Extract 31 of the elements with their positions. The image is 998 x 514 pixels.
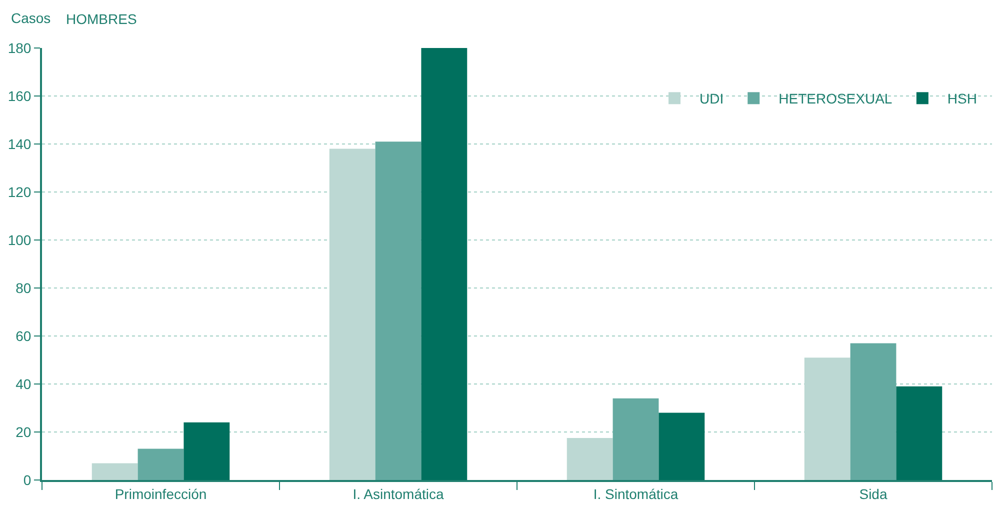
y-tick-label: 100 [8,232,32,248]
y-tick-label: 140 [8,136,32,152]
x-tick-label: Sida [859,486,888,502]
legend-label: HSH [947,90,977,107]
legend-label: HETEROSEXUAL [778,90,892,107]
y-tick-label: 40 [16,376,32,392]
y-tick-label: 120 [8,184,32,200]
y-tick-label: 60 [16,328,32,344]
y-tick-label: 80 [16,280,32,296]
bar [421,48,468,480]
y-axis-title: Casos [11,10,51,26]
bar [804,358,850,480]
y-tick-label: 180 [8,40,32,56]
bar [92,463,138,480]
chart-title: HOMBRES [66,10,137,27]
y-tick-label: 0 [23,472,32,488]
bar [184,422,230,480]
x-tick-label: I. Asintomática [352,486,444,502]
bar [850,343,896,480]
bar [329,148,376,480]
bar [612,398,659,480]
bar [375,142,422,480]
bar [896,386,942,480]
legend-label: UDI [700,90,724,107]
x-tick-label: I. Sintomática [593,486,678,502]
bar [658,412,705,480]
bar [566,438,613,480]
y-tick-label: 160 [8,88,32,104]
bar [138,448,184,480]
x-tick-label: Primoinfección [114,486,207,502]
y-tick-label: 20 [16,424,32,440]
